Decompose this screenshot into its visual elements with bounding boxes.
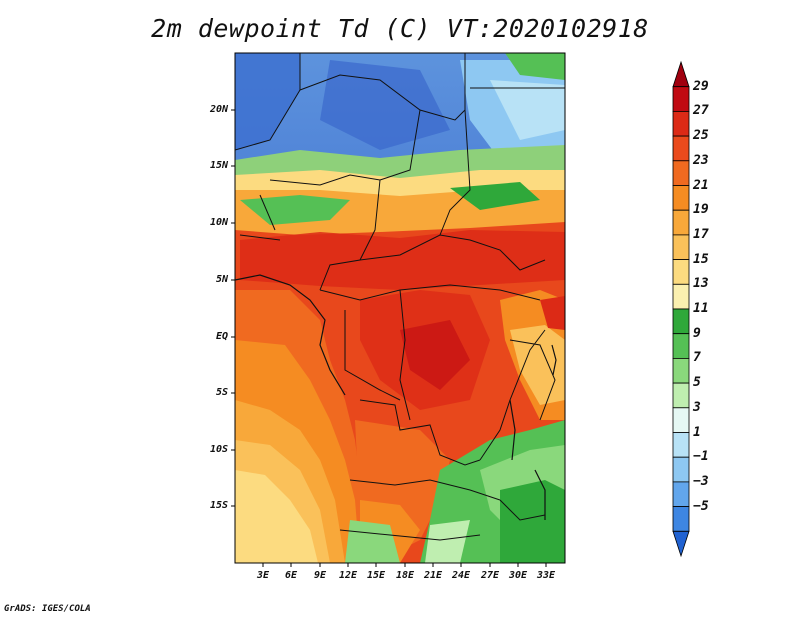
colorbar-segment [672, 530, 690, 558]
colorbar-label: 1 [693, 424, 701, 440]
colorbar-label: 15 [693, 251, 709, 267]
lon-label: 15E [366, 570, 386, 581]
colorbar-segment [672, 357, 690, 384]
lon-label: 33E [536, 570, 556, 581]
colorbar-segment [672, 432, 690, 458]
colorbar-segment [672, 382, 690, 409]
colorbar-label: 17 [693, 226, 709, 242]
lat-label: 10N [209, 217, 228, 228]
lat-label: 15N [209, 160, 228, 171]
colorbar-segment [672, 234, 690, 260]
lat-label: 5N [215, 274, 228, 285]
lat-label: 15S [209, 500, 228, 511]
coastline [234, 274, 557, 520]
colorbar-label: 29 [693, 78, 709, 94]
lat-label: 10S [209, 444, 228, 455]
colorbar-label: 5 [693, 375, 701, 391]
dewpoint-field [235, 53, 565, 563]
colorbar-label: −5 [693, 498, 709, 514]
colorbar-label: −1 [693, 449, 709, 465]
colorbar-label: 21 [693, 177, 709, 193]
lon-label: 6E [284, 570, 298, 581]
colorbar-segment [672, 209, 690, 236]
chart-title: 2m dewpoint Td (C) VT:2020102918 [151, 14, 649, 43]
colorbar-segment [672, 506, 690, 532]
colorbar-segment [672, 86, 690, 112]
colorbar-label: 27 [693, 103, 709, 119]
colorbar-segment [672, 111, 690, 137]
colorbar-segment [672, 308, 690, 335]
axis-ticks [231, 109, 547, 567]
colorbar-segment [672, 456, 690, 483]
lon-label: 9E [313, 570, 327, 581]
lon-label: 18E [395, 570, 415, 581]
colorbar-label: 19 [693, 202, 709, 218]
colorbar-segment [672, 135, 690, 162]
lon-label: 3E [256, 570, 270, 581]
colorbar-segment [672, 185, 690, 211]
lon-label: 27E [480, 570, 500, 581]
colorbar-segment [672, 160, 690, 186]
lat-label: EQ [215, 331, 228, 342]
lon-label: 21E [423, 570, 443, 581]
lon-label: 24E [451, 570, 471, 581]
colorbar-label: 23 [693, 152, 709, 168]
colorbar [672, 60, 690, 558]
colorbar-segment [672, 283, 690, 310]
colorbar-segment [672, 60, 690, 88]
colorbar-label: 13 [693, 276, 709, 292]
colorbar-segment [672, 259, 690, 285]
lat-label: 5S [215, 387, 228, 398]
colorbar-label: 11 [693, 301, 709, 316]
colorbar-label: 3 [693, 399, 701, 415]
colorbar-segment [672, 481, 690, 507]
colorbar-label: 7 [693, 350, 701, 366]
colorbar-label: 25 [693, 128, 709, 144]
colorbar-segment [672, 407, 690, 433]
colorbar-segment [672, 333, 690, 359]
colorbar-label: 9 [693, 325, 701, 341]
credit-text: GrADS: IGES/COLA [4, 604, 91, 614]
lon-label: 30E [508, 570, 528, 581]
lon-label: 12E [338, 570, 358, 581]
lat-label: 20N [209, 104, 228, 115]
colorbar-label: −3 [693, 473, 709, 489]
map-frame [234, 52, 566, 564]
